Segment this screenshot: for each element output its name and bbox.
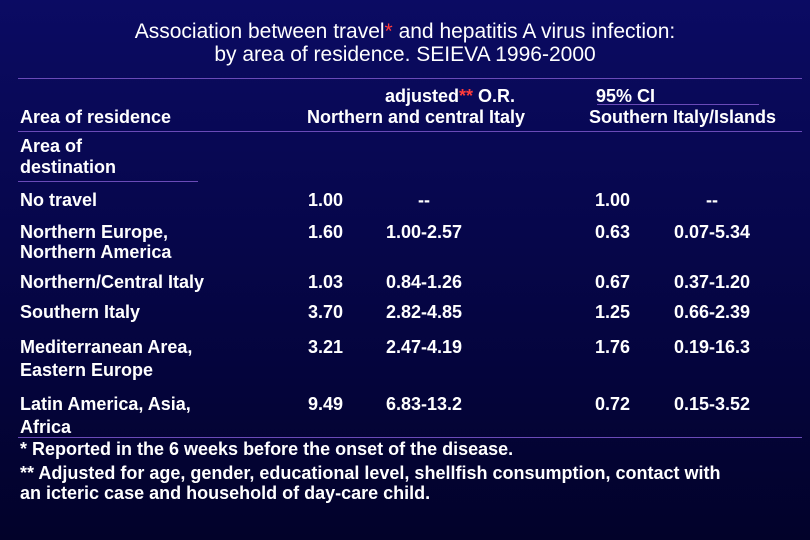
row-label: Northern Europe, (20, 222, 169, 242)
row-label: Mediterranean Area, (20, 337, 193, 357)
northern-or-value: 3.70 (308, 302, 344, 322)
northern-ci-value: 1.00-2.57 (386, 222, 463, 242)
row-label-line-2: Eastern Europe (20, 360, 154, 380)
footnote-adjustment-line-1: ** Adjusted for age, gender, educational… (20, 463, 721, 483)
southern-ci-value: 0.66-2.39 (674, 302, 751, 322)
southern-or-value: 1.25 (595, 302, 631, 322)
footnote-adjustment-line-2: an icteric case and household of day-car… (20, 483, 431, 503)
row-label: Latin America, Asia, (20, 394, 191, 414)
header-area-of-destination-line-2: destination (20, 157, 117, 177)
northern-ci-value: 2.47-4.19 (386, 337, 463, 357)
header-area-of-destination-line-1: Area of (20, 136, 83, 156)
footnote-travel-definition: * Reported in the 6 weeks before the ons… (20, 439, 514, 459)
southern-or-value: 1.00 (595, 190, 631, 210)
header-southern-italy-islands: Southern Italy/Islands (589, 107, 777, 127)
destination-underline (18, 181, 198, 182)
northern-or-value: 1.60 (308, 222, 344, 242)
northern-or-value: 1.03 (308, 272, 344, 292)
southern-ci-value: 0.19-16.3 (674, 337, 751, 357)
row-label: No travel (20, 190, 98, 210)
southern-or-value: 0.72 (595, 394, 631, 414)
northern-or-value: 3.21 (308, 337, 344, 357)
southern-or-value: 1.76 (595, 337, 631, 357)
southern-ci-value: 0.15-3.52 (674, 394, 751, 414)
title-divider (18, 78, 802, 79)
southern-ci-value: -- (706, 190, 718, 210)
header-95-ci: 95% CI (596, 86, 656, 106)
ci-underline (597, 104, 759, 105)
header-northern-central-italy: Northern and central Italy (307, 107, 526, 127)
northern-ci-value: 0.84-1.26 (386, 272, 463, 292)
northern-or-value: 1.00 (308, 190, 344, 210)
header-divider (18, 131, 802, 132)
northern-or-value: 9.49 (308, 394, 344, 414)
row-label: Northern/Central Italy (20, 272, 205, 292)
header-area-of-residence: Area of residence (20, 107, 172, 127)
row-label-line-2: Africa (20, 417, 72, 437)
footnote-divider (18, 437, 802, 438)
southern-or-value: 0.63 (595, 222, 631, 242)
adjusted-stars: ** (459, 86, 474, 106)
southern-ci-value: 0.37-1.20 (674, 272, 751, 292)
title-asterisk: * (384, 20, 393, 43)
northern-ci-value: 6.83-13.2 (386, 394, 463, 414)
slide-title-line-1: Association between travel* and hepatiti… (134, 20, 676, 43)
northern-ci-value: 2.82-4.85 (386, 302, 463, 322)
row-label-line-2: Northern America (20, 242, 172, 262)
southern-or-value: 0.67 (595, 272, 631, 292)
northern-ci-value: -- (418, 190, 430, 210)
slide-title-line-2: by area of residence. SEIEVA 1996-2000 (214, 43, 596, 66)
row-label: Southern Italy (20, 302, 141, 322)
southern-ci-value: 0.07-5.34 (674, 222, 751, 242)
header-adjusted-or: adjusted** O.R. (385, 86, 516, 106)
